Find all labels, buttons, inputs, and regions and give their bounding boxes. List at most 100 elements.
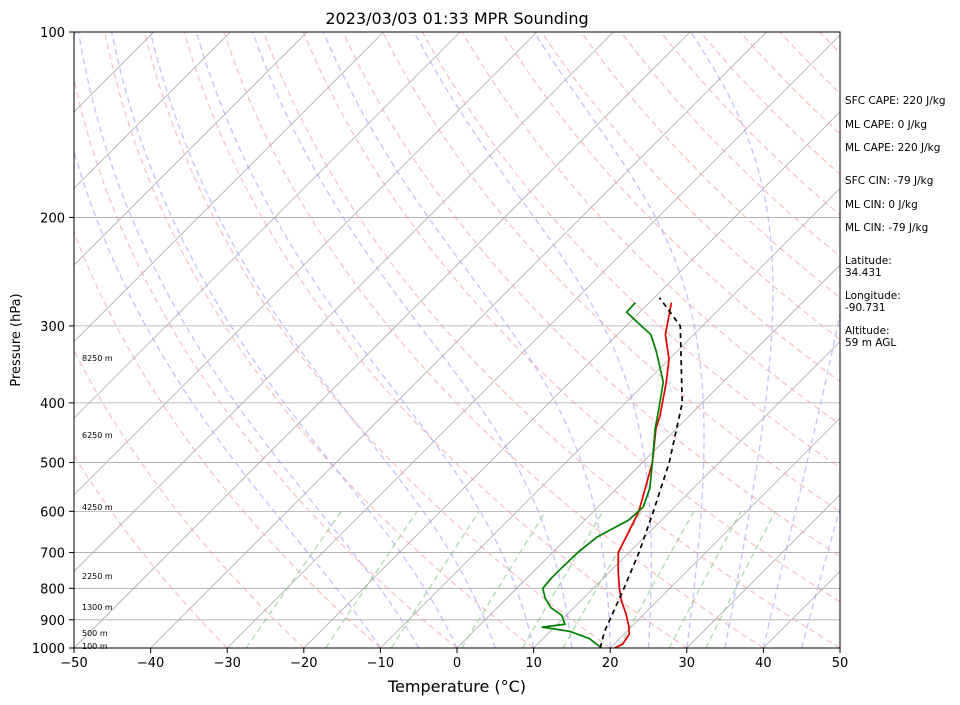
y-tick-label: 1000: [32, 642, 65, 657]
moist-adiabat-line: [533, 32, 705, 648]
ml-cape-note: ML CAPE: 0 J/kg: [845, 119, 927, 131]
longitude-value: -90.731: [845, 302, 886, 314]
dry-adiabat-line: [183, 32, 688, 648]
y-tick-label: 400: [40, 397, 65, 412]
x-tick-label: 30: [679, 656, 696, 671]
y-tick-label: 100: [40, 26, 65, 41]
x-tick-label: 10: [525, 656, 542, 671]
x-tick-label: −50: [60, 656, 87, 671]
y-tick-label: 200: [40, 211, 65, 226]
mixing-ratio-line: [521, 511, 604, 648]
mixing-ratio-line: [705, 511, 777, 648]
isotherms: [74, 32, 840, 648]
moist-adiabat-line: [149, 32, 496, 648]
sfc-cin-note: SFC CIN: -79 J/kg: [845, 175, 933, 187]
x-tick-label: −20: [290, 656, 317, 671]
moist-adiabat-line: [762, 310, 840, 648]
dewpoint-line: [541, 302, 665, 648]
dry-adiabat-line: [620, 32, 840, 258]
moist-adiabat-line: [77, 32, 420, 648]
x-tick-label: 50: [832, 656, 849, 671]
x-tick-label: −30: [213, 656, 240, 671]
mixing-ratio-line: [461, 510, 547, 648]
x-axis-label: Temperature (°C): [387, 677, 526, 696]
isotherm-line: [74, 32, 538, 496]
ml-cin-note-2: ML CIN: -79 J/kg: [845, 222, 928, 234]
height-label: 1300 m: [82, 603, 113, 612]
moist-adiabat-line: [74, 148, 381, 648]
isotherm-line: [609, 417, 840, 648]
dry-adiabat-line: [501, 32, 840, 383]
x-tick-label: 0: [453, 656, 461, 671]
dry-adiabat-line: [541, 32, 840, 341]
sfc-cape-note: SFC CAPE: 220 J/kg: [845, 95, 946, 107]
moist-adiabats: [74, 32, 840, 648]
moist-adiabat-line: [413, 32, 652, 648]
y-axis-ticks: 1000 900 800 700 600 500 400 300 200 100: [32, 26, 74, 657]
dry-adiabat-line: [74, 76, 458, 648]
isotherm-line: [686, 494, 840, 648]
y-tick-label: 900: [40, 614, 65, 629]
moist-adiabat-line: [252, 32, 573, 648]
mixing-ratio-line: [245, 510, 342, 648]
dry-adiabat-line: [342, 32, 840, 558]
height-label: 8250 m: [82, 354, 113, 363]
y-tick-label: 600: [40, 505, 65, 520]
isotherm-line: [74, 32, 308, 266]
dry-adiabat-line: [302, 32, 840, 603]
temperature-line: [614, 302, 673, 648]
x-tick-label: −40: [137, 656, 164, 671]
sounding-parameters: SFC CAPE: 220 J/kg ML CAPE: 0 J/kg ML CA…: [845, 95, 946, 349]
altitude-label: Altitude:: [845, 325, 890, 337]
height-label: 2250 m: [82, 572, 113, 581]
mixing-ratio-line: [618, 511, 695, 648]
plot-area: [74, 32, 840, 648]
isotherm-line: [74, 32, 614, 572]
dry-adiabat-line: [421, 32, 840, 469]
chart-title: 2023/03/03 01:33 MPR Sounding: [325, 9, 588, 28]
isotherm-line: [74, 32, 461, 419]
isotherm-line: [456, 264, 840, 648]
x-tick-label: −10: [367, 656, 394, 671]
isotherm-line: [74, 32, 384, 343]
isotherm-line: [74, 32, 231, 189]
dry-adiabat-line: [74, 349, 305, 648]
x-axis-ticks: −50 −40 −30 −20 −10 0 10 20 30 40 50: [60, 648, 848, 671]
dry-adiabat-line: [74, 230, 381, 648]
parcel-profile-line: [599, 297, 684, 648]
dry-adiabat-line: [143, 32, 611, 648]
latitude-value: 34.431: [845, 267, 882, 279]
dry-adiabat-line: [223, 32, 764, 648]
isotherm-line: [74, 32, 691, 648]
height-label: 6250 m: [82, 431, 113, 440]
dry-adiabat-line: [660, 32, 840, 216]
mixing-ratio-line: [390, 510, 480, 648]
moist-adiabat-line: [322, 32, 611, 648]
height-label: 100 m: [82, 642, 108, 651]
dry-adiabat-line: [104, 32, 534, 648]
x-tick-label: 40: [755, 656, 772, 671]
dry-adiabat-line: [461, 32, 840, 426]
ml-cape-note-2: ML CAPE: 220 J/kg: [845, 142, 940, 154]
x-tick-label: 20: [602, 656, 619, 671]
isotherm-line: [303, 111, 840, 648]
ml-cin-note: ML CIN: 0 J/kg: [845, 199, 918, 211]
isobars: [74, 32, 840, 648]
mixing-ratio-line: [668, 511, 742, 648]
y-tick-label: 300: [40, 320, 65, 335]
isotherm-line: [380, 187, 840, 648]
isotherm-line: [533, 341, 840, 648]
y-tick-label: 800: [40, 582, 65, 597]
y-axis-label: Pressure (hPa): [9, 293, 24, 386]
isotherm-line: [150, 32, 767, 648]
y-tick-label: 700: [40, 547, 65, 562]
height-labels: 8250 m 6250 m 4250 m 2250 m 1300 m 500 m…: [82, 354, 113, 651]
longitude-label: Longitude:: [845, 290, 901, 302]
moist-adiabat-line: [690, 32, 774, 648]
y-tick-label: 500: [40, 457, 65, 472]
isotherm-line: [226, 34, 840, 648]
dry-adiabats: [74, 32, 840, 648]
dry-adiabat-line: [263, 32, 840, 648]
